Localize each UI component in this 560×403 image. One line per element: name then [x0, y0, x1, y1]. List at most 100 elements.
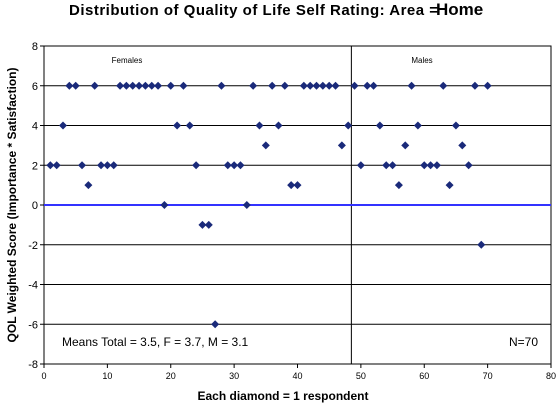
data-point [141, 81, 150, 90]
data-point [166, 81, 175, 90]
data-point [223, 161, 232, 170]
data-point [192, 161, 201, 170]
x-tick-label: 20 [166, 371, 176, 381]
data-point [128, 81, 137, 90]
grid-lines [44, 85, 551, 325]
data-point [382, 161, 391, 170]
group-label-females: Females [112, 56, 143, 65]
chart-title: Distribution of Quality of Life Self Rat… [0, 0, 560, 24]
y-tick-label: 2 [32, 160, 38, 172]
x-axis-ticks: 0 10 20 30 40 50 60 70 80 [41, 364, 556, 381]
data-point [325, 81, 334, 90]
data-point [173, 121, 182, 130]
data-point [249, 81, 258, 90]
data-point [306, 81, 315, 90]
data-point [344, 121, 353, 130]
y-tick-label: -8 [28, 359, 38, 371]
data-point [236, 161, 245, 170]
data-point [312, 81, 321, 90]
data-point [318, 81, 327, 90]
data-point [242, 201, 251, 209]
data-point [185, 121, 194, 130]
data-point [179, 81, 188, 90]
data-point [204, 220, 213, 229]
chart-title-area: Home [436, 0, 484, 19]
data-point [287, 181, 296, 190]
data-point [407, 81, 416, 90]
data-point [293, 181, 302, 190]
data-point [46, 161, 55, 170]
x-tick-label: 70 [483, 371, 493, 381]
x-tick-label: 0 [41, 371, 46, 381]
data-point [103, 161, 112, 170]
data-point [426, 161, 435, 170]
data-point [337, 141, 346, 150]
x-axis-label: Each diamond = 1 respondent [197, 389, 368, 403]
x-tick-label: 30 [229, 371, 239, 381]
y-tick-label: 6 [32, 81, 38, 93]
y-tick-label: -6 [28, 319, 38, 331]
data-point [375, 121, 384, 130]
data-point [268, 81, 277, 90]
data-point [52, 161, 61, 170]
data-point [363, 81, 372, 90]
group-label-males: Males [411, 56, 432, 65]
data-point [147, 81, 156, 90]
data-point [477, 240, 486, 249]
data-point [59, 121, 68, 130]
data-point [470, 81, 479, 90]
y-axis-ticks: 8 6 4 2 0 -2 -4 -6 -8 [28, 41, 44, 371]
data-point [154, 81, 163, 90]
data-point [198, 220, 207, 229]
data-point [255, 121, 264, 130]
data-point [71, 81, 80, 90]
data-point [299, 81, 308, 90]
data-point [160, 201, 169, 209]
y-axis-label: QOL Weighted Score (Importance * Satisfa… [5, 68, 19, 343]
data-point [261, 141, 270, 150]
data-point [135, 81, 144, 90]
data-point [451, 121, 460, 130]
x-tick-label: 10 [102, 371, 112, 381]
data-point [350, 81, 359, 90]
chart-title-main: Distribution of Quality of Life Self Rat… [69, 2, 439, 19]
data-point [445, 181, 454, 190]
data-point [116, 81, 125, 90]
data-point [356, 161, 365, 170]
data-point [90, 81, 99, 90]
data-point [84, 181, 93, 190]
data-point [401, 141, 410, 150]
data-point [65, 81, 74, 90]
data-points [46, 81, 492, 329]
data-point [388, 161, 397, 170]
data-point [413, 121, 422, 130]
y-tick-label: -4 [28, 280, 38, 292]
data-point [464, 161, 473, 170]
x-tick-label: 40 [292, 371, 302, 381]
data-point [97, 161, 106, 170]
y-tick-label: 8 [32, 41, 38, 53]
n-annotation: N=70 [509, 335, 538, 349]
x-tick-label: 80 [546, 371, 556, 381]
data-point [439, 81, 448, 90]
y-tick-label: 0 [32, 200, 38, 212]
data-point [274, 121, 283, 130]
data-point [217, 81, 226, 90]
data-point [432, 161, 441, 170]
data-point [331, 81, 340, 90]
data-point [109, 161, 118, 170]
data-point [394, 181, 403, 190]
x-tick-label: 50 [356, 371, 366, 381]
data-point [280, 81, 289, 90]
y-tick-label: -2 [28, 240, 38, 252]
means-annotation: Means Total = 3.5, F = 3.7, M = 3.1 [62, 335, 249, 349]
data-point [122, 81, 131, 90]
data-point [369, 81, 378, 90]
y-tick-label: 4 [32, 121, 38, 133]
data-point [230, 161, 239, 170]
x-tick-label: 60 [419, 371, 429, 381]
data-point [78, 161, 87, 170]
data-point [458, 141, 467, 150]
data-point [211, 320, 220, 329]
